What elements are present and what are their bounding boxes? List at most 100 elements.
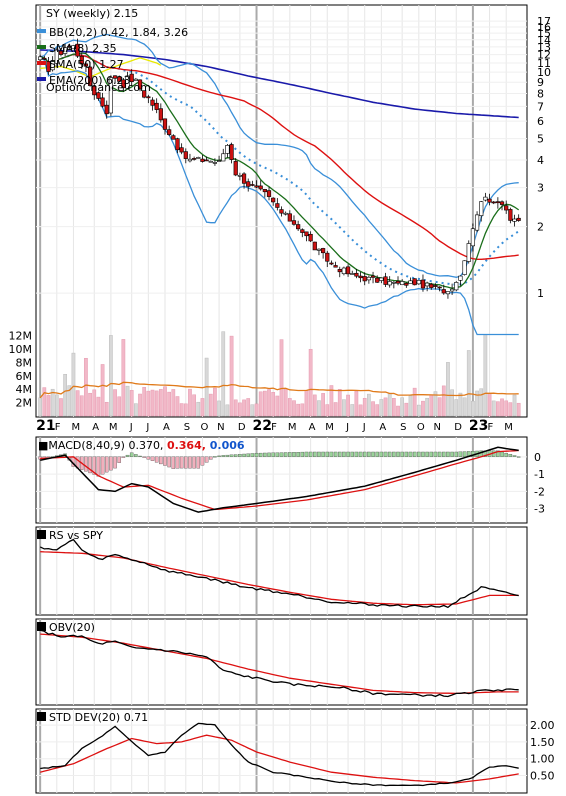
candle-body xyxy=(275,203,280,208)
volume-bar xyxy=(346,394,350,417)
price-tick-label: 4 xyxy=(537,154,544,167)
x-tick-label: M xyxy=(109,422,118,433)
x-tick-label: D xyxy=(454,422,462,433)
macd-histogram-bar xyxy=(109,456,113,471)
macd-histogram-bar xyxy=(200,456,205,466)
x-tick-label: N xyxy=(433,422,440,433)
volume-bar xyxy=(450,389,454,417)
bollinger-lower xyxy=(39,56,519,336)
macd-histogram-bar xyxy=(383,451,388,457)
volume-bar xyxy=(337,389,342,417)
x-tick-label: F xyxy=(488,422,494,433)
candle-body xyxy=(366,276,371,281)
volume-bar xyxy=(246,398,251,417)
price-tick-label: 14 xyxy=(537,34,551,47)
candle-body xyxy=(350,273,355,275)
volume-bar xyxy=(512,394,517,417)
candle-body xyxy=(337,269,342,273)
candle-body xyxy=(50,61,55,71)
macd-histogram-bar xyxy=(175,456,180,469)
volume-bar xyxy=(283,388,288,417)
candle-body xyxy=(416,280,421,285)
volume-bar xyxy=(387,392,392,417)
candle-body xyxy=(154,102,159,110)
volume-bar xyxy=(300,403,305,417)
volume-bar xyxy=(333,402,338,417)
volume-bar xyxy=(163,386,167,417)
macd-histogram-bar xyxy=(500,451,504,457)
volume-bar xyxy=(287,398,292,417)
volume-bar xyxy=(129,390,134,417)
panel-frames: 21 F M A M J J A S O N D 22 F M A M J J A S O N D 23 F M xyxy=(35,4,528,794)
candle-body xyxy=(96,92,101,99)
price-tick-label: 13 xyxy=(537,41,551,54)
candle-body xyxy=(200,158,205,162)
volume-bar xyxy=(167,391,172,417)
volume-bar xyxy=(342,399,346,417)
macd-histogram-bar xyxy=(196,456,201,469)
candle-body xyxy=(142,90,147,98)
macd-histogram-bar xyxy=(421,451,425,457)
macd-histogram-bar xyxy=(375,451,379,457)
candle-body xyxy=(470,228,476,247)
candle-body xyxy=(345,266,351,275)
volume-bar xyxy=(425,397,429,417)
candle-body xyxy=(420,279,426,289)
legend-label: BB(20,2) 0.42, 1.84, 3.26 xyxy=(49,26,188,39)
volume-bar xyxy=(238,402,242,417)
volume-bar xyxy=(92,389,97,417)
candle-body xyxy=(466,243,471,262)
macd-histogram-bar xyxy=(408,451,413,457)
chart-title: SY (weekly) 2.15 xyxy=(46,7,138,20)
volume-bar xyxy=(154,390,159,417)
candle-body xyxy=(175,138,180,151)
price-tick-label: 9 xyxy=(537,76,544,89)
legend-swatch xyxy=(37,45,46,49)
candle-body xyxy=(291,220,297,225)
x-tick-label: D xyxy=(238,422,246,433)
watermark: OptionChance.com xyxy=(46,81,151,94)
price-tick-label: 10 xyxy=(537,66,551,79)
macd-histogram-bar xyxy=(138,455,142,457)
candle-body xyxy=(450,288,455,292)
candle-body xyxy=(491,201,496,204)
candle-body xyxy=(412,278,417,286)
volume-bar xyxy=(213,387,217,417)
volume-bar xyxy=(491,400,496,417)
volume-bar xyxy=(171,389,176,417)
obv-frame xyxy=(35,618,528,706)
candle-body xyxy=(474,214,480,231)
macd-histogram-bar xyxy=(209,456,213,460)
x-tick-label: M xyxy=(71,422,80,433)
macd-histogram-bar xyxy=(84,456,88,472)
price-tick-label: 17 xyxy=(537,15,551,28)
volume-bar xyxy=(146,390,151,417)
macd-histogram-bar xyxy=(325,451,330,457)
volume-bar xyxy=(75,390,80,417)
candle-body xyxy=(283,212,288,215)
candle-body xyxy=(221,153,226,162)
ema200-line xyxy=(40,49,519,119)
macd-histogram-bar xyxy=(400,451,404,457)
candle-body xyxy=(258,185,263,190)
volume-bar xyxy=(446,362,450,417)
panel-marker xyxy=(37,622,46,631)
candle-body xyxy=(341,267,347,275)
candle-body xyxy=(237,175,242,177)
macd-histogram-bar xyxy=(358,451,363,457)
candle-body xyxy=(117,76,122,82)
volume-bar xyxy=(412,387,417,417)
macd-histogram-bar xyxy=(458,451,463,457)
volume-bar xyxy=(188,388,192,417)
candle-body xyxy=(204,159,209,162)
volume-bar xyxy=(462,397,467,417)
volume-bar xyxy=(67,385,72,417)
volume-bar xyxy=(134,403,138,417)
volume-bar xyxy=(113,389,117,417)
macd-histogram-bar xyxy=(313,451,317,457)
volume-bar xyxy=(196,401,201,417)
candle-body xyxy=(208,160,213,163)
macd-histogram-bar xyxy=(242,453,246,457)
volume-bar xyxy=(229,335,234,417)
macd-histogram-bar xyxy=(417,451,421,457)
